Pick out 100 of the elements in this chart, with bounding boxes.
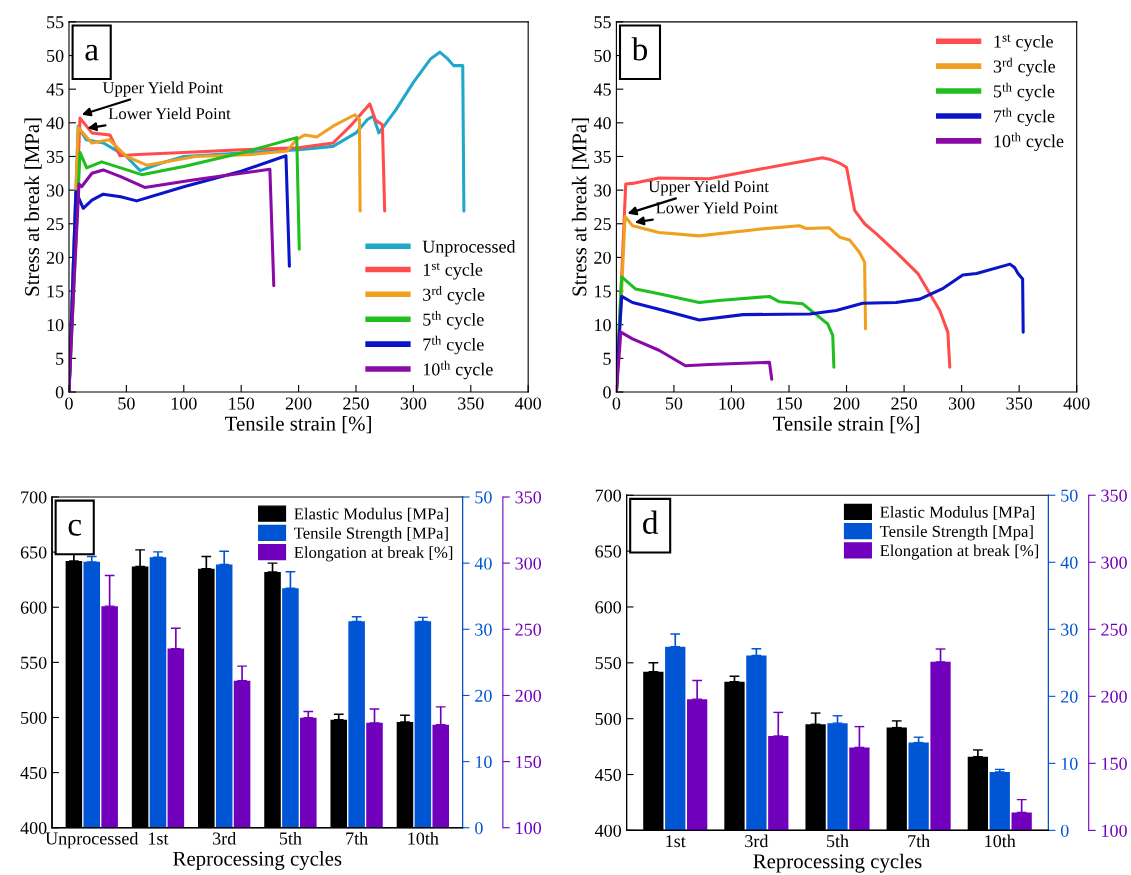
y-tick-label: 40	[46, 117, 64, 130]
x-tick-label: 150	[229, 397, 255, 410]
chart-title: c	[68, 519, 82, 536]
legend-label: Tensile Strength [MPa]	[294, 526, 448, 543]
legend-label: Elastic Modulus [MPa]	[294, 507, 449, 522]
y2-tick-label: 20	[1061, 690, 1078, 703]
x-tick-label: 250	[343, 397, 369, 410]
legend-label: 10$^{th}$ cycle	[423, 360, 493, 380]
y-tick-label: 550	[21, 656, 47, 669]
x-tick-label: 300	[948, 397, 975, 410]
x-tick-label: 3rd	[213, 831, 237, 845]
y2-tick-label: 40	[474, 557, 492, 570]
x-tick-label: 7th	[346, 831, 368, 845]
legend-label: 7$^{th}$ cycle	[994, 107, 1055, 127]
annotation: Upper Yield Point	[102, 81, 224, 97]
y2-tick-label: 40	[1060, 556, 1078, 569]
x-tick-label: 400	[514, 397, 542, 410]
y-tick-label: 10	[595, 318, 611, 332]
x-tick-label: Unprocessed	[45, 831, 139, 849]
y2-tick-label: 30	[475, 623, 492, 636]
chart-title: b	[631, 37, 648, 61]
y-tick-label: 40	[593, 117, 611, 130]
y-tick-label: 35	[594, 150, 611, 163]
legend-label: 1$^{st}$ cycle	[994, 34, 1053, 52]
y-tick-label: 30	[46, 184, 64, 197]
y-tick-label: 10	[47, 318, 64, 332]
legend-label: 10$^{th}$ cycle	[994, 132, 1064, 152]
y2-tick-label: 50	[1061, 489, 1078, 502]
y-tick-label: 650	[20, 546, 47, 559]
y3-tick-label: 200	[515, 689, 542, 702]
y-tick-label: 20	[594, 251, 611, 264]
x-tick-label: 3rd	[745, 834, 769, 848]
x-tick-label: 10th	[408, 831, 439, 845]
line-series	[616, 330, 774, 392]
y-tick-label: 500	[595, 712, 622, 726]
chart-title: d	[643, 510, 659, 534]
x-tick-label: 250	[891, 397, 917, 410]
x-tick-label: 350	[458, 397, 484, 410]
y3-tick-label: 100	[516, 822, 542, 835]
legend-label: 7$^{th}$ cycle	[423, 335, 484, 355]
y2-tick-label: 30	[1061, 623, 1078, 636]
x-tick-label: 100	[171, 397, 197, 410]
y-tick-label: 450	[594, 768, 622, 781]
y-tick-label: 400	[20, 822, 47, 835]
annotation: Lower Yield Point	[108, 107, 231, 120]
annotation: Upper Yield Point	[648, 180, 769, 196]
y-tick-label: 35	[46, 150, 64, 163]
x-tick-label: 1st	[149, 832, 169, 845]
y3-tick-label: 300	[1101, 556, 1127, 569]
y-tick-label: 600	[595, 601, 622, 614]
legend-label: 5$^{th}$ cycle	[423, 310, 484, 330]
y-tick-label: 5	[603, 352, 611, 365]
x-tick-label: 0	[65, 397, 73, 410]
y-tick-label: 55	[594, 16, 611, 29]
y-tick-label: 700	[21, 491, 47, 504]
y-tick-label: 500	[21, 711, 47, 724]
legend-label: Elongation at break [%]	[294, 546, 453, 562]
x-tick-label: 1st	[666, 835, 686, 848]
y-tick-label: 5	[56, 352, 64, 365]
x-tick-label: 10th	[985, 834, 1016, 848]
x-axis-title: Reprocessing cycles	[173, 851, 342, 871]
y-tick-label: 450	[20, 766, 47, 780]
x-tick-label: 5th	[827, 834, 849, 848]
x-tick-label: 7th	[908, 834, 930, 848]
y-tick-label: 0	[55, 386, 64, 399]
legend-label: Elongation at break [%]	[880, 544, 1039, 560]
y3-tick-label: 250	[1101, 623, 1127, 636]
y3-tick-label: 250	[515, 623, 542, 636]
y3-tick-label: 200	[1101, 690, 1127, 703]
legend-label: Elastic Modulus [MPa]	[880, 506, 1034, 520]
y-tick-label: 0	[603, 386, 611, 399]
y3-tick-label: 300	[515, 557, 542, 570]
x-tick-label: 200	[833, 397, 860, 410]
x-tick-label: 200	[285, 397, 312, 410]
legend-label: 3$^{rd}$ cycle	[993, 57, 1056, 77]
legend-label: Unprocessed	[422, 240, 516, 257]
y-tick-label: 45	[593, 83, 611, 96]
legend-label: Tensile Strength [Mpa]	[879, 525, 1033, 541]
y-tick-label: 25	[594, 218, 611, 231]
y-axis-title: Stress at break [MPa]	[24, 118, 42, 296]
y-tick-label: 15	[595, 285, 611, 298]
y-tick-label: 700	[595, 489, 622, 502]
y3-tick-label: 350	[1101, 489, 1127, 502]
y-tick-label: 600	[20, 601, 47, 614]
y-tick-label: 45	[46, 83, 64, 96]
x-axis-title: Tensile strain [%]	[225, 416, 371, 434]
y2-tick-label: 10	[475, 755, 492, 769]
y-tick-label: 15	[47, 285, 64, 298]
y2-tick-label: 0	[475, 822, 483, 835]
x-tick-label: 50	[118, 397, 135, 410]
y-tick-label: 650	[595, 545, 622, 558]
x-tick-label: 350	[1006, 397, 1033, 410]
x-tick-label: 300	[400, 397, 427, 410]
y-tick-label: 20	[46, 251, 64, 264]
chart-title: a	[85, 44, 99, 61]
y3-tick-label: 350	[515, 491, 542, 504]
annotation: Lower Yield Point	[656, 201, 779, 214]
x-axis-title: Tensile strain [%]	[773, 416, 919, 434]
y-axis-title: Stress at break [MPa]	[571, 118, 590, 296]
legend-label: 3$^{rd}$ cycle	[423, 286, 485, 305]
